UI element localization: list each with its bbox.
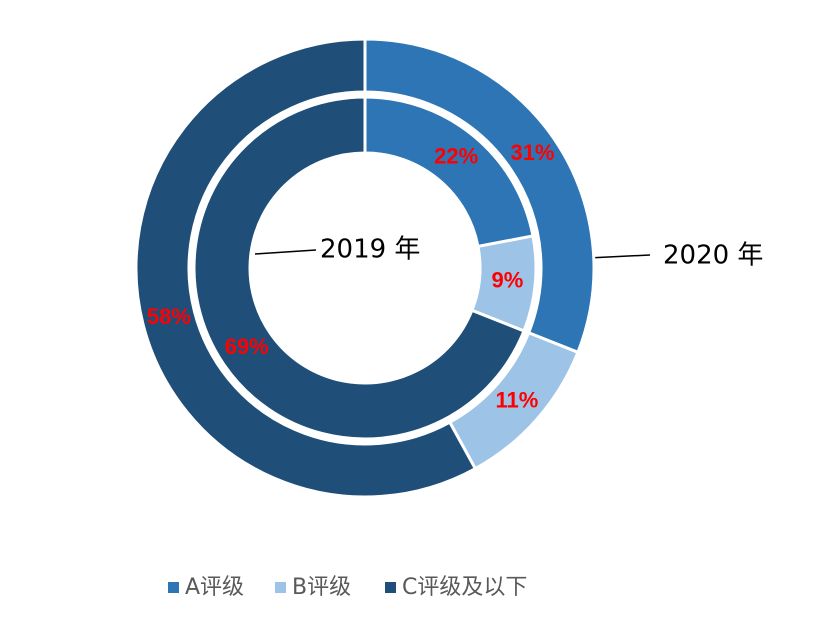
value-label: 22% bbox=[434, 144, 478, 169]
value-label: 11% bbox=[495, 388, 538, 413]
ring-label: 2020 年 bbox=[663, 241, 763, 271]
legend-label: B评级 bbox=[292, 575, 351, 600]
legend-swatch bbox=[168, 582, 179, 593]
value-label: 9% bbox=[491, 267, 523, 292]
value-label: 58% bbox=[147, 304, 191, 329]
value-label: 31% bbox=[510, 140, 554, 165]
legend-swatch bbox=[385, 582, 396, 593]
ring-label: 2019 年 bbox=[320, 235, 420, 265]
donut-slice bbox=[134, 37, 478, 499]
leader-line bbox=[587, 254, 651, 259]
legend-swatch bbox=[275, 582, 286, 593]
leader-line bbox=[254, 249, 317, 255]
value-label: 69% bbox=[225, 334, 269, 359]
donut-slice bbox=[192, 95, 526, 441]
legend-label: A评级 bbox=[185, 575, 244, 600]
legend-label: C评级及以下 bbox=[402, 575, 527, 600]
